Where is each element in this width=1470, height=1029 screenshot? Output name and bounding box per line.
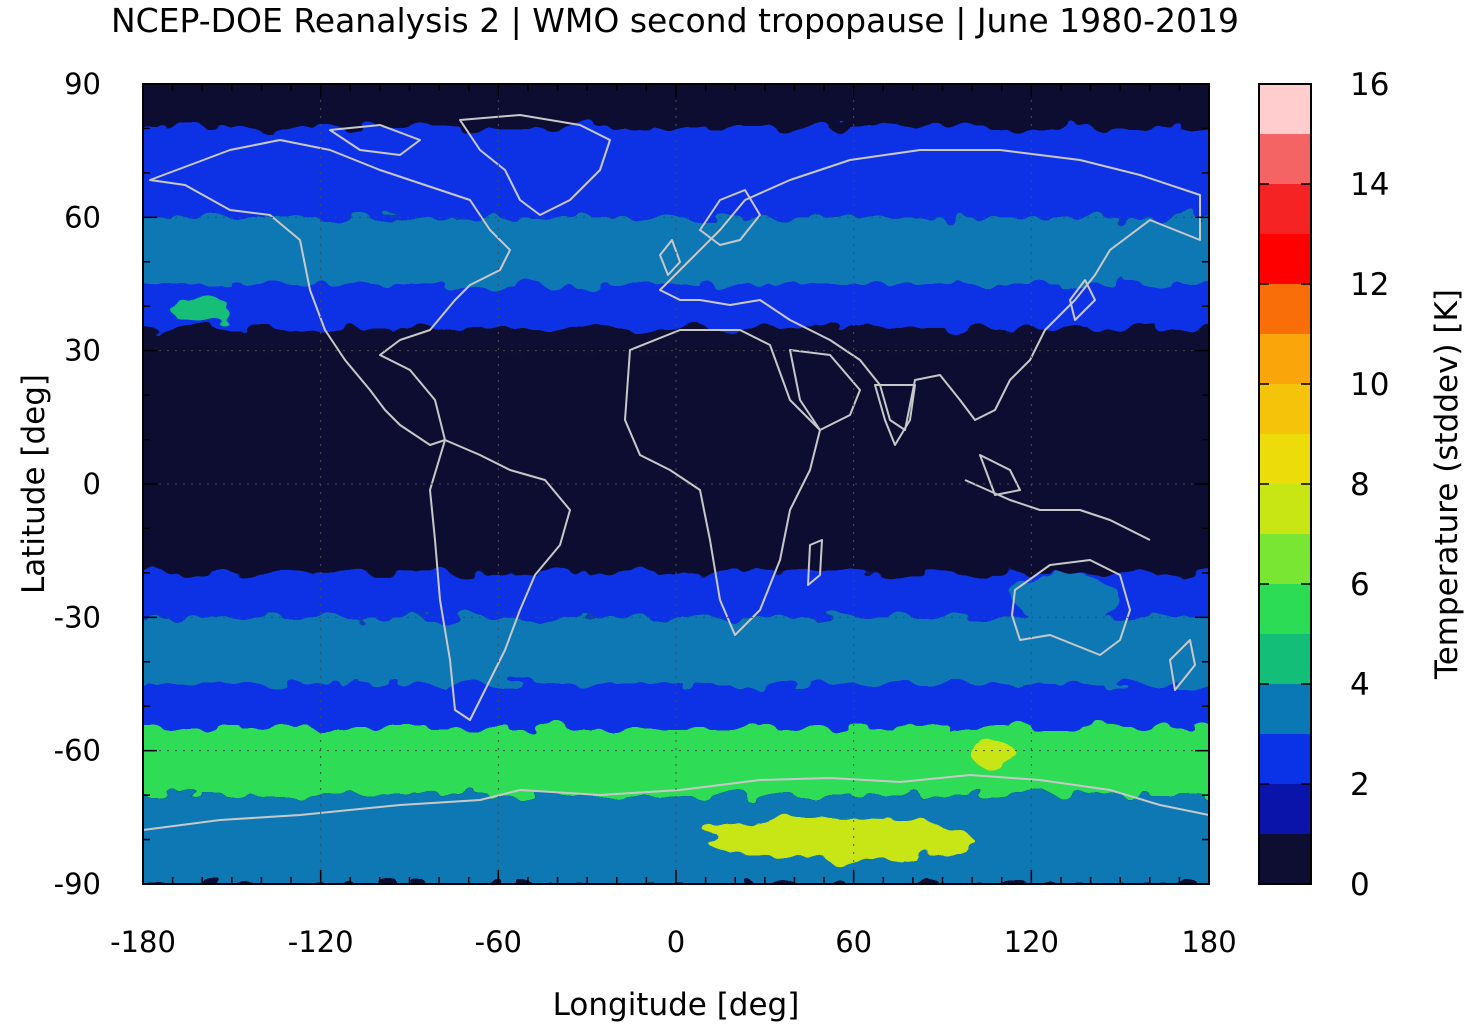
y-tick-label: 30: [64, 334, 101, 368]
x-tick-label: 120: [1004, 925, 1059, 959]
heatmap-band: [143, 684, 1209, 729]
grid-lines: [143, 84, 1209, 884]
axis-ticks: [142, 83, 1210, 885]
colorbar-tick-labels: 0 2 4 6 8 10 12 14 16: [1350, 67, 1389, 903]
x-tick-label: -180: [110, 925, 176, 959]
y-axis-label: Latitude [deg]: [16, 374, 52, 594]
x-tick-label: 0: [667, 925, 685, 959]
heatmap-band: [143, 617, 1209, 684]
heatmap-feature: [1016, 572, 1121, 627]
x-tick-label: -60: [475, 925, 522, 959]
colorbar-tick-label: 12: [1350, 267, 1389, 303]
colorbar-level: [1259, 434, 1311, 484]
colorbar-tick-label: 2: [1350, 767, 1370, 803]
heatmap-feature: [972, 741, 1017, 769]
x-tick-label: 60: [835, 925, 872, 959]
colorbar-level: [1259, 834, 1311, 884]
x-tick-labels: -180 -120 -60 0 60 120 180: [110, 925, 1237, 959]
colorbar-tick-label: 8: [1350, 467, 1370, 503]
colorbar-level: [1259, 684, 1311, 734]
colorbar-tick-label: 6: [1350, 567, 1370, 603]
coastlines: [143, 114, 1209, 831]
y-tick-label: -60: [54, 734, 101, 768]
colorbar-label: Temperature (stddev) [K]: [1429, 289, 1465, 680]
heatmap-feature: [172, 297, 232, 324]
colorbar-tick-label: 14: [1350, 167, 1389, 203]
colorbar-level: [1259, 384, 1311, 434]
colorbar-level: [1259, 634, 1311, 684]
y-tick-label: -90: [54, 867, 101, 901]
colorbar-tick-label: 4: [1350, 667, 1370, 703]
colorbar-level: [1259, 234, 1311, 284]
colorbar-level: [1259, 84, 1311, 134]
colorbar-level: [1259, 184, 1311, 234]
colorbar-level: [1259, 134, 1311, 184]
heatmap-feature: [705, 817, 973, 862]
x-tick-label: 180: [1181, 925, 1236, 959]
y-tick-label: 90: [64, 67, 101, 101]
y-tick-label: -30: [54, 600, 101, 634]
y-tick-label: 60: [64, 200, 101, 234]
colorbar-tick-label: 0: [1350, 867, 1370, 903]
chart-title: NCEP-DOE Reanalysis 2 | WMO second tropo…: [110, 1, 1240, 40]
heatmap-feature: [172, 741, 499, 796]
colorbar-level: [1259, 334, 1311, 384]
x-tick-label: -120: [288, 925, 354, 959]
colorbar-level: [1259, 534, 1311, 584]
colorbar-level: [1259, 284, 1311, 334]
y-tick-label: 0: [83, 467, 101, 501]
x-axis-label: Longitude [deg]: [553, 987, 800, 1023]
colorbar-level: [1259, 784, 1311, 834]
colorbar-ticks: [1259, 83, 1311, 885]
colorbar-tick-label: 16: [1350, 67, 1389, 103]
y-tick-labels: -90 -60 -30 0 30 60 90: [54, 67, 101, 901]
colorbar: [1259, 84, 1311, 884]
colorbar-level: [1259, 484, 1311, 534]
colorbar-level: [1259, 584, 1311, 634]
colorbar-tick-label: 10: [1350, 367, 1389, 403]
colorbar-level: [1259, 734, 1311, 784]
